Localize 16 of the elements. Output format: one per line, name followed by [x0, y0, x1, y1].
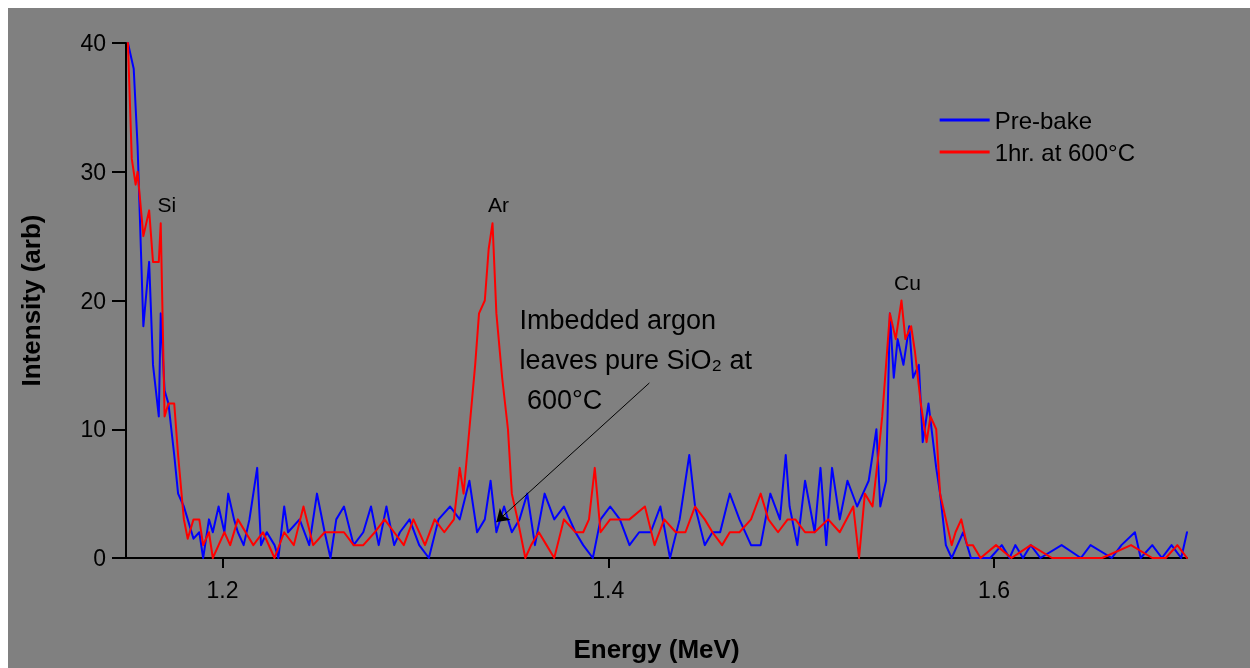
annotation: Ar [488, 193, 510, 217]
y-axis-title: Intensity (arb) [16, 214, 46, 387]
annotation: Imbedded argon leaves pure SiO₂ at 600°C [519, 304, 753, 415]
y-tick-label: 20 [80, 287, 106, 314]
y-tick-label: 0 [93, 545, 106, 571]
legend-label: 1hr. at 600°C [994, 138, 1135, 166]
x-tick-label: 1.4 [592, 576, 625, 603]
x-tick-label: 1.2 [206, 576, 239, 603]
annotation: Si [157, 193, 177, 217]
annotation: Cu [894, 270, 921, 294]
legend-label: Pre-bake [994, 106, 1093, 134]
y-tick-label: 40 [80, 30, 106, 56]
y-tick-label: 10 [80, 416, 106, 443]
y-tick-label: 30 [80, 158, 106, 185]
x-tick-label: 1.6 [978, 576, 1011, 603]
x-axis-title: Energy (MeV) [573, 634, 740, 664]
